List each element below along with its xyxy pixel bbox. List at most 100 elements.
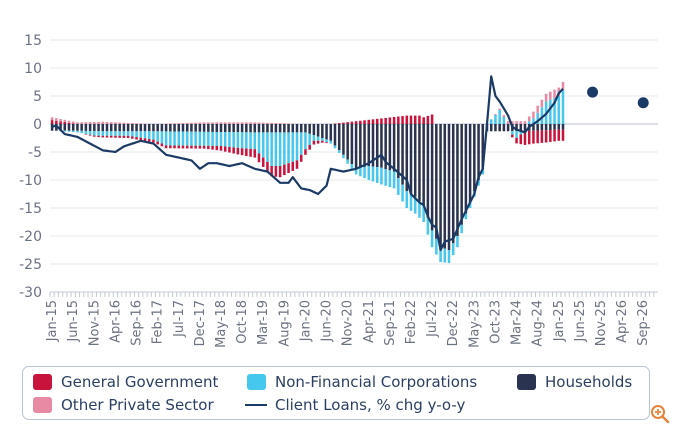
bar-segment — [173, 145, 176, 149]
bar-segment — [50, 120, 54, 124]
bar-segment — [270, 124, 273, 133]
bar-segment — [114, 124, 117, 132]
bar-segment — [460, 224, 463, 234]
x-tick-label: Sep-26 — [636, 300, 651, 346]
bar-segment — [549, 124, 552, 130]
bar-segment — [363, 120, 366, 124]
bar-segment — [409, 194, 413, 211]
bar-segment — [257, 153, 261, 163]
bar-segment — [443, 124, 447, 249]
bar-segment — [287, 123, 290, 124]
bar-segment — [291, 132, 295, 162]
legend-swatch-other-private-sector — [33, 397, 52, 413]
bar-segment — [299, 124, 303, 133]
bar-segment — [553, 89, 556, 98]
bar-segment — [257, 122, 261, 124]
bar-segment — [181, 123, 185, 124]
bar-segment — [540, 130, 544, 143]
y-tick-label: -20 — [19, 229, 42, 245]
bar-segment — [198, 122, 202, 124]
bar-segment — [270, 122, 273, 124]
grid-lines — [50, 39, 658, 293]
bar-segment — [375, 167, 379, 183]
x-tick-label: Dec-22 — [446, 300, 461, 346]
bar-segment — [435, 238, 438, 255]
bar-segment — [190, 131, 193, 146]
bar-segment — [473, 124, 476, 192]
bar-segment — [219, 146, 223, 151]
legend-item-non-financial-corporations[interactable]: Non-Financial Corporations — [247, 373, 477, 391]
bar-segment — [295, 124, 299, 133]
bar-segment — [109, 131, 113, 136]
bar-segment — [114, 135, 117, 138]
bar-segment — [392, 124, 396, 172]
bar-segment — [299, 154, 303, 162]
bar-segment — [88, 134, 92, 136]
bar-segment — [84, 124, 88, 131]
bar-segment — [169, 124, 172, 132]
bar-segment — [253, 122, 257, 124]
bar-segment — [97, 135, 100, 138]
bar-segment — [401, 184, 404, 202]
bar-segment — [291, 123, 295, 125]
bar-segment — [464, 124, 468, 214]
bar-segment — [291, 124, 295, 133]
bar-segment — [223, 124, 227, 133]
bar-segment — [261, 124, 265, 133]
bar-segment — [456, 236, 459, 248]
legend-item-households[interactable]: Households — [517, 373, 632, 391]
zoom-in-icon[interactable] — [650, 404, 670, 424]
bar-segment — [101, 124, 105, 132]
bar-segment — [494, 124, 497, 132]
bar-segment — [228, 124, 231, 133]
bar-segment — [456, 124, 459, 236]
bar-segment — [540, 107, 544, 124]
bar-segment — [240, 148, 244, 156]
bar-segment — [502, 117, 506, 124]
bar-segment — [451, 124, 455, 243]
bar-segment — [371, 119, 375, 124]
bar-segment — [367, 166, 371, 180]
legend-item-client-loans[interactable]: Client Loans, % chg y-o-y — [245, 396, 465, 414]
bar-segment — [219, 132, 223, 147]
bar-segment — [249, 122, 252, 124]
bar-segment — [304, 149, 307, 155]
bar-segment — [122, 131, 126, 136]
bar-segment — [169, 145, 172, 149]
bar-segment — [304, 124, 307, 133]
bar-segment — [63, 119, 67, 123]
bar-segment — [228, 132, 231, 147]
x-tick-label: Mar-19 — [256, 300, 271, 345]
bar-segment — [185, 145, 189, 149]
bar-segment — [519, 134, 523, 145]
bar-segment — [236, 132, 240, 148]
bar-segment — [80, 124, 83, 131]
bar-segment — [375, 124, 379, 168]
bar-segment — [350, 124, 354, 165]
bar-segment — [109, 135, 113, 138]
bar-segment — [515, 131, 518, 138]
bar-segment — [245, 148, 248, 157]
bar-segment — [333, 145, 337, 149]
chart: 15 10 5 0 -5 -10 -15 -20 -25 -30 Jan-15 Jun-15 Nov-… — [19, 33, 658, 348]
bar-segment — [131, 131, 134, 137]
bar-segment — [464, 213, 468, 220]
bar-segment — [139, 123, 143, 124]
legend-item-other-private-sector[interactable]: Other Private Sector — [33, 396, 214, 414]
x-tick-label: Sep-16 — [130, 300, 145, 346]
legend-item-general-government[interactable]: General Government — [33, 373, 218, 391]
bar-segment — [397, 116, 400, 124]
bar-segment — [375, 118, 379, 124]
bar-segment — [232, 132, 235, 148]
bar-segment — [498, 110, 501, 124]
bar-segment — [321, 138, 324, 141]
bar-segment — [84, 130, 88, 134]
bar-segment — [139, 137, 143, 141]
bar-segment — [561, 82, 565, 91]
bar-segment — [321, 140, 324, 143]
bar-segment — [93, 131, 96, 136]
bar-segment — [198, 145, 202, 149]
bar-segment — [329, 140, 333, 144]
bar-segment — [405, 115, 409, 124]
bar-segment — [156, 141, 159, 145]
